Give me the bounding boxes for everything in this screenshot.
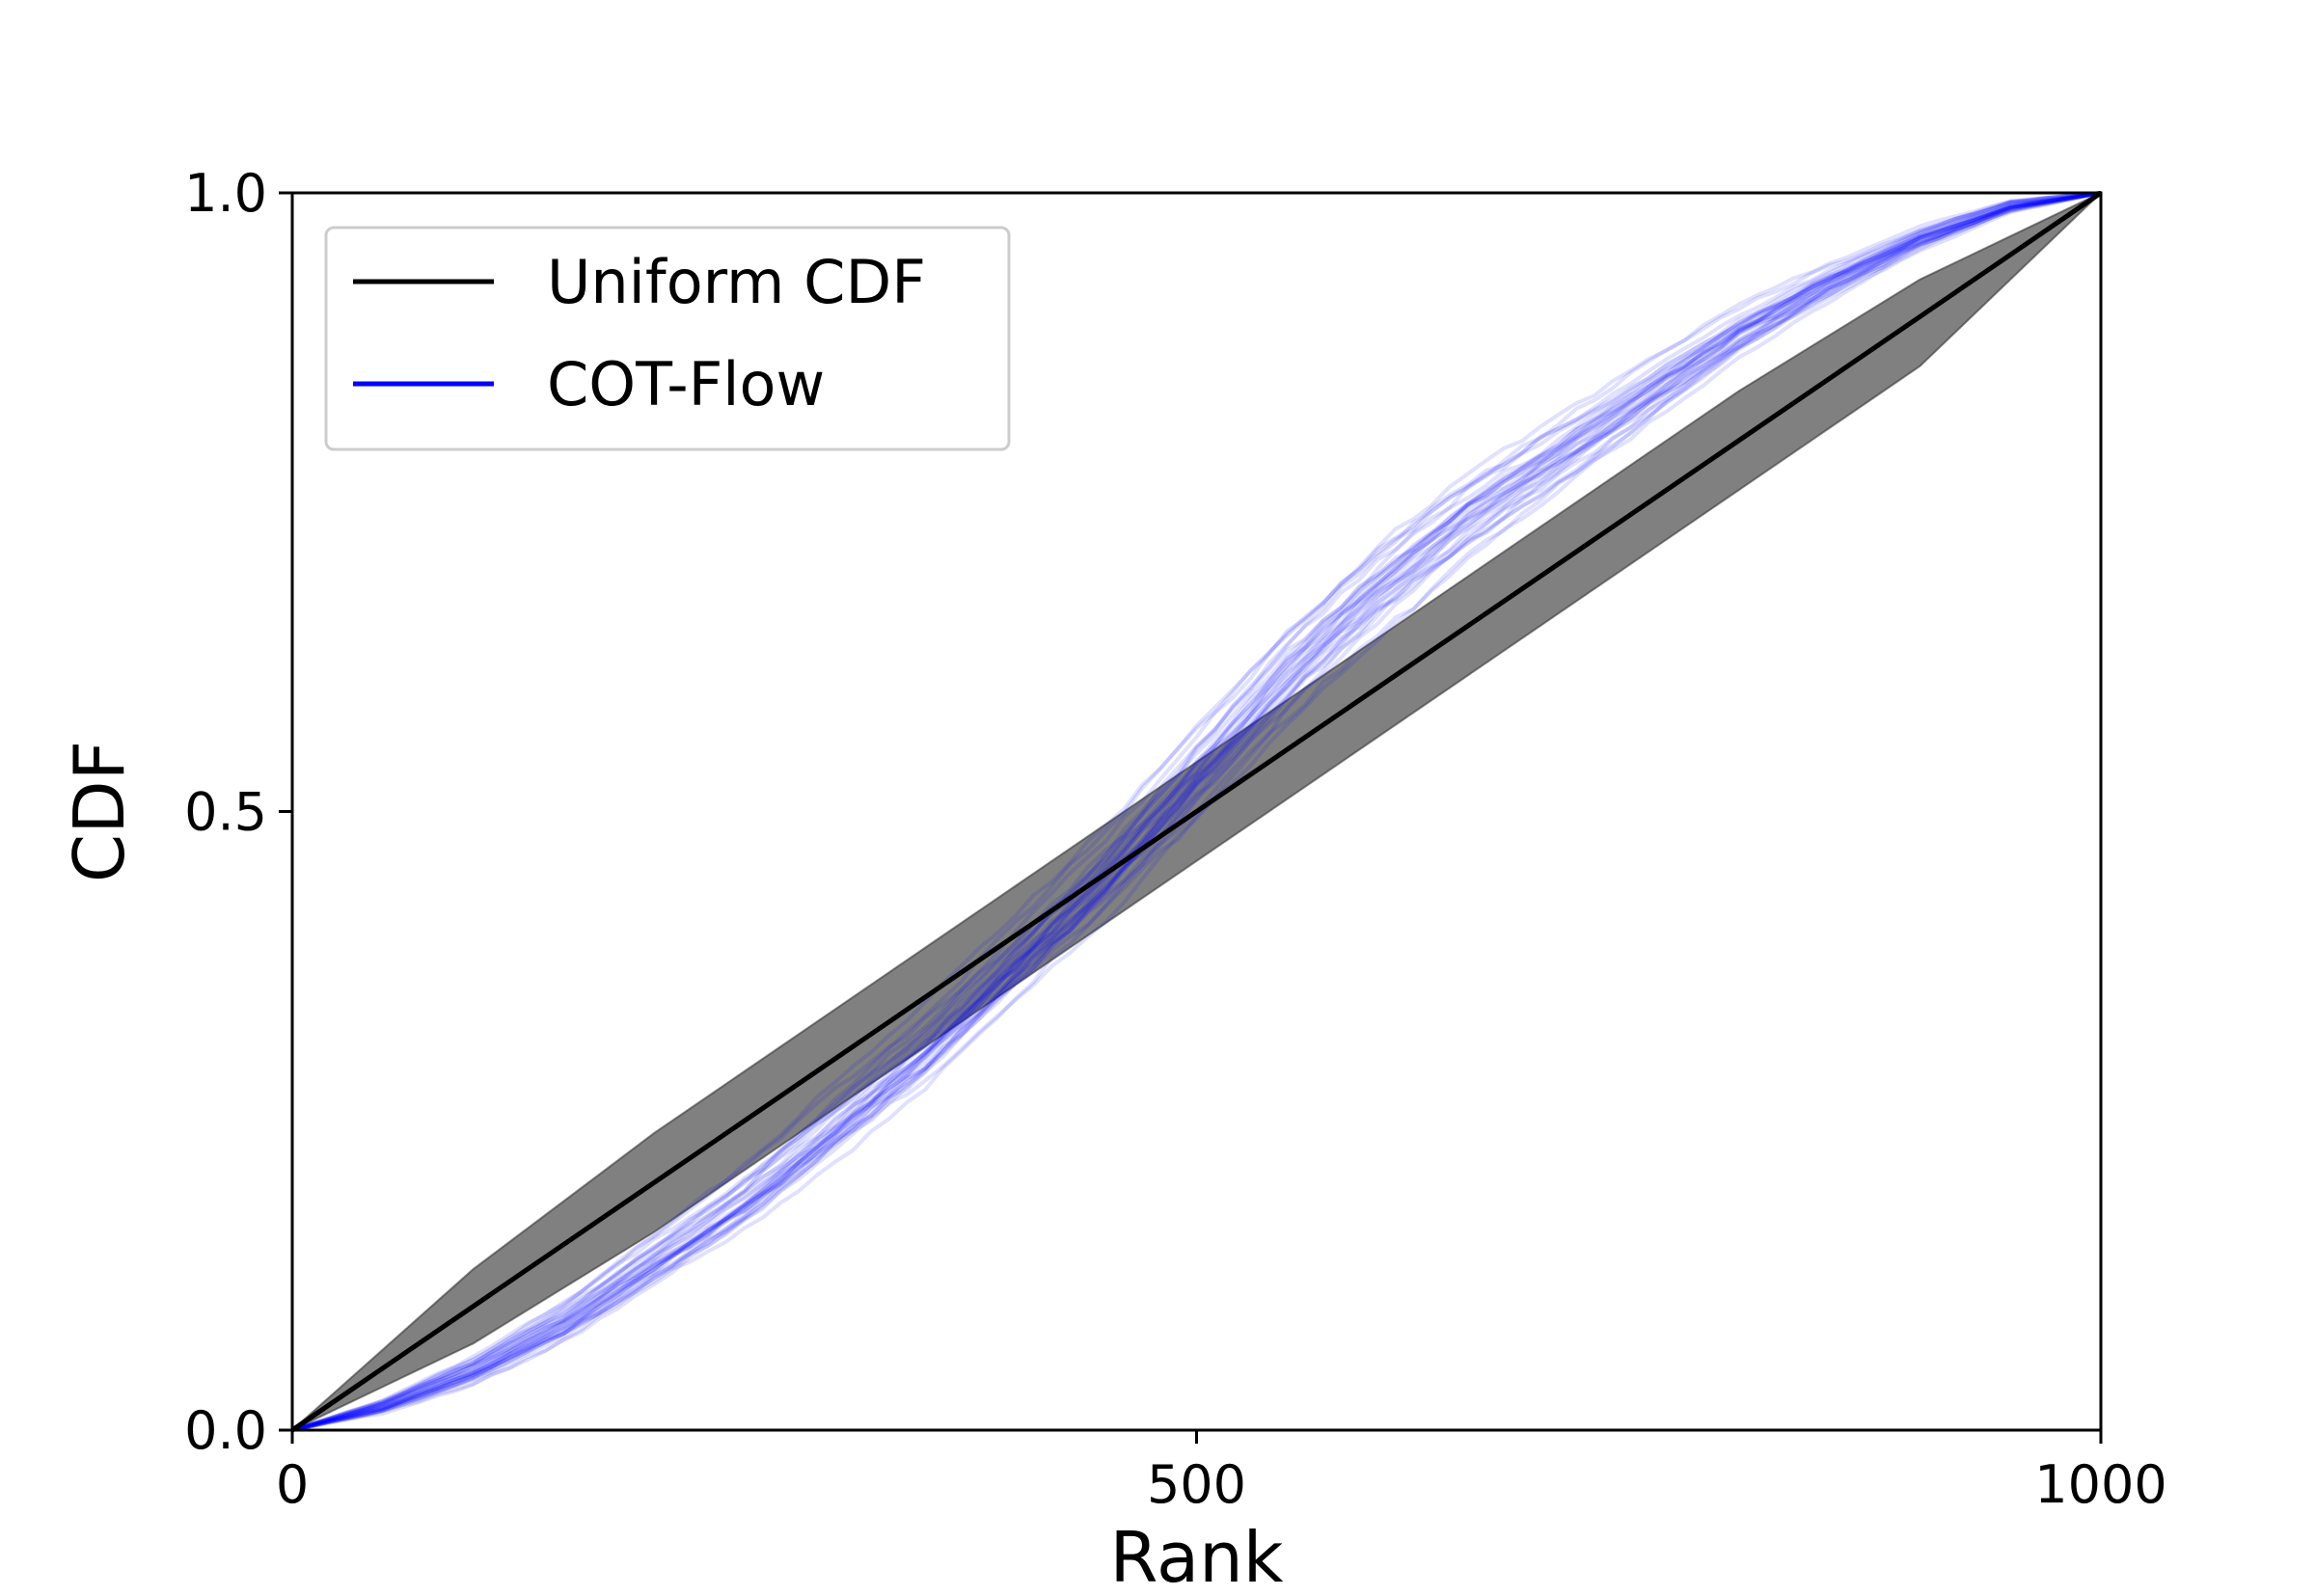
series-line-cot-flow xyxy=(291,191,2102,1432)
x-tick-label: 1000 xyxy=(2034,1454,2166,1515)
legend-label-uniform-cdf: Uniform CDF xyxy=(547,247,926,317)
series-line-cot-flow xyxy=(291,191,2102,1432)
legend-label-cot-flow: COT-Flow xyxy=(547,349,825,419)
series-line-cot-flow xyxy=(291,191,2102,1432)
series-line-cot-flow xyxy=(291,191,2102,1432)
series-line-cot-flow xyxy=(291,191,2102,1432)
series-line-cot-flow xyxy=(291,191,2102,1432)
x-tick-label: 500 xyxy=(1147,1454,1246,1515)
series-line-cot-flow xyxy=(291,191,2102,1432)
series-line-uniform-cdf xyxy=(290,190,2103,1433)
series-line-cot-flow xyxy=(291,191,2102,1432)
series-line-cot-flow xyxy=(291,191,2102,1432)
series-line-cot-flow xyxy=(291,191,2102,1432)
series-line-cot-flow xyxy=(291,191,2102,1432)
x-tick-label: 0 xyxy=(276,1454,309,1515)
y-tick-label: 0.0 xyxy=(184,1400,267,1461)
series-line-cot-flow xyxy=(291,191,2102,1432)
series-line-cot-flow xyxy=(291,191,2102,1432)
x-axis-label: Rank xyxy=(1110,1517,1284,1591)
series-line-cot-flow xyxy=(291,191,2102,1432)
legend-box xyxy=(324,226,1011,451)
series-line-cot-flow xyxy=(291,191,2102,1432)
series-line-cot-flow xyxy=(291,191,2102,1432)
axis-ticks: 0 500 1000 0.0 0.5 1.0 xyxy=(184,163,2167,1515)
series-line-cot-flow xyxy=(291,191,2102,1432)
series-line-cot-flow xyxy=(291,191,2102,1432)
series-line-cot-flow xyxy=(291,191,2102,1432)
series-line-cot-flow xyxy=(291,191,2102,1432)
legend: Uniform CDF COT-Flow xyxy=(324,226,1011,451)
series-line-cot-flow xyxy=(291,191,2102,1432)
series-line-cot-flow xyxy=(291,191,2102,1432)
plot-area xyxy=(290,190,2103,1433)
series-line-cot-flow xyxy=(291,191,2102,1432)
series-line-cot-flow xyxy=(291,191,2102,1432)
series-line-cot-flow xyxy=(291,191,2102,1432)
series-line-cot-flow xyxy=(291,191,2102,1432)
series-line-cot-flow xyxy=(291,191,2102,1432)
series-line-cot-flow xyxy=(291,191,2102,1432)
series-line-cot-flow xyxy=(291,191,2102,1432)
y-axis-label: CDF xyxy=(59,741,140,882)
y-tick-label: 1.0 xyxy=(184,163,267,224)
y-tick-label: 0.5 xyxy=(184,782,267,843)
